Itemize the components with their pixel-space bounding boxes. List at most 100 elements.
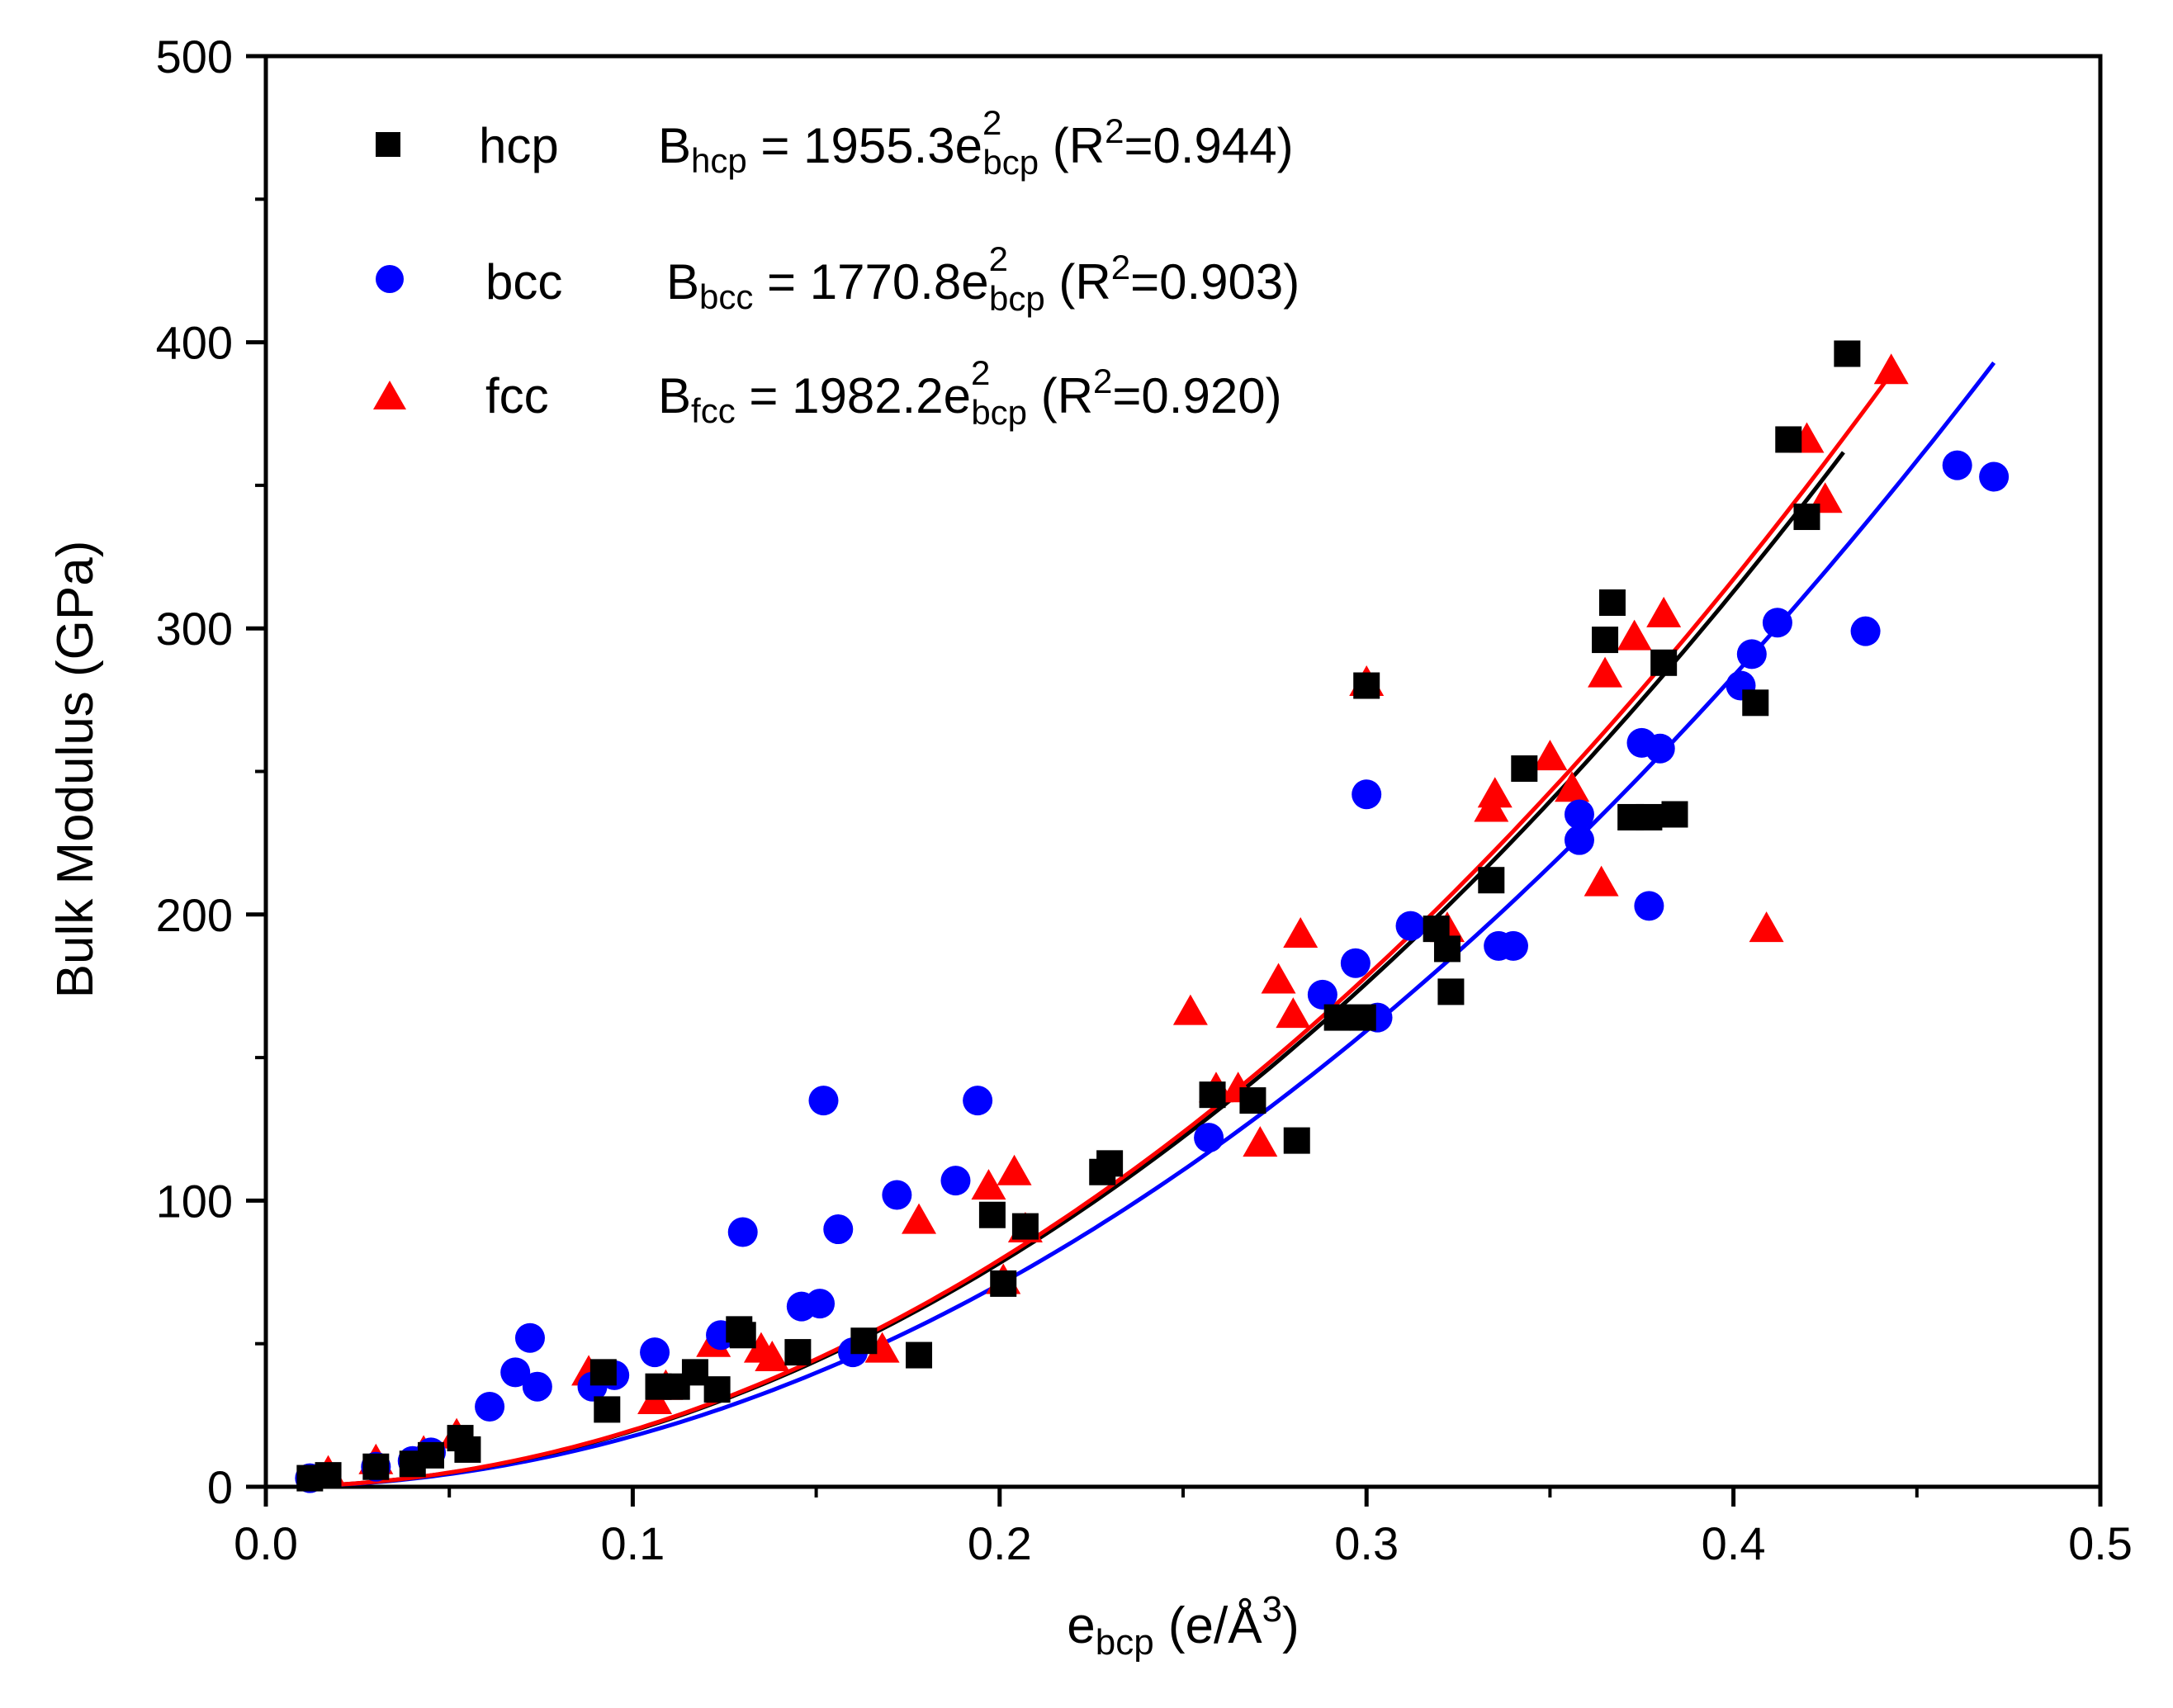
point-fcc [902, 1203, 937, 1234]
point-fcc [1261, 963, 1296, 994]
point-bcc [808, 1086, 839, 1116]
point-bcc [940, 1166, 971, 1196]
fit-curve-bcc [338, 361, 1996, 1487]
y-axis-title: Bulk Modulus (GPa) [47, 541, 104, 999]
x-axis-title: ebcp (e/Å3) [1067, 1589, 1300, 1663]
point-bcc [514, 1322, 545, 1353]
x-axis-title-unit-sup: 3 [1262, 1589, 1282, 1630]
eq-fcc-e-sup: 2 [971, 353, 990, 392]
eq-fcc-e-sub: bcp [971, 393, 1027, 432]
x-tick-label: 0.1 [600, 1517, 665, 1569]
point-bcc [475, 1391, 505, 1422]
point-bcc [640, 1337, 670, 1368]
eq-bcc-b-sub: bcc [699, 277, 753, 316]
y-tick-label: 500 [156, 31, 233, 83]
point-hcp [1433, 935, 1461, 963]
point-hcp [1834, 340, 1861, 367]
eq-fcc-r-open: (R [1027, 368, 1093, 423]
point-bcc [1634, 891, 1664, 921]
point-hcp [1283, 1127, 1310, 1154]
point-bcc [1979, 461, 2010, 492]
x-tick-label: 0.0 [234, 1517, 298, 1569]
x-tick-label: 0.5 [2068, 1517, 2133, 1569]
point-hcp [1793, 504, 1820, 531]
point-bcc [1564, 799, 1594, 830]
point-fcc [1172, 994, 1208, 1025]
eq-bcc-r-close: =0.903) [1130, 254, 1300, 310]
point-bcc [1498, 930, 1528, 961]
point-hcp [594, 1396, 621, 1423]
point-fcc [1276, 997, 1311, 1029]
point-bcc [1645, 733, 1675, 764]
legend-label-hcp: hcp [479, 118, 559, 173]
eq-hcp-e-sub: bcp [982, 143, 1039, 182]
point-fcc [1617, 619, 1652, 651]
x-tick-label: 0.4 [1702, 1517, 1766, 1569]
point-fcc [1646, 596, 1682, 627]
point-bcc [1395, 911, 1426, 941]
point-hcp [784, 1339, 812, 1366]
point-hcp [1239, 1087, 1266, 1114]
point-fcc [997, 1154, 1032, 1185]
eq-hcp-r-sup: 2 [1105, 111, 1124, 150]
point-bcc [805, 1289, 836, 1319]
point-bcc [1850, 616, 1881, 646]
point-fcc [1477, 777, 1513, 808]
point-bcc [522, 1371, 552, 1402]
x-tick-label: 0.3 [1334, 1517, 1399, 1569]
eq-hcp-mid: = 1955.3e [747, 118, 982, 173]
point-hcp [1323, 1004, 1351, 1031]
point-bcc [727, 1217, 758, 1247]
eq-hcp-b: B [658, 118, 691, 173]
point-hcp [1598, 589, 1626, 617]
legend-label-fcc: fcc [485, 368, 549, 423]
point-hcp [729, 1322, 756, 1349]
point-bcc [882, 1180, 912, 1210]
x-axis-ticks: 0.0 0.1 0.2 0.3 0.4 0.5 [234, 1487, 2133, 1569]
point-hcp [703, 1376, 731, 1403]
point-bcc [1307, 979, 1337, 1010]
point-hcp [1199, 1081, 1226, 1109]
y-tick-label: 0 [207, 1461, 233, 1513]
legend-equation-hcp: Bhcp = 1955.3e2 bcp (R2=0.944) [658, 103, 1294, 182]
point-hcp [1437, 978, 1465, 1005]
eq-bcc-r-open: (R [1045, 254, 1111, 310]
eq-hcp-e-sup: 2 [982, 103, 1001, 142]
point-bcc [1194, 1123, 1224, 1153]
eq-fcc-r-close: =0.920) [1112, 368, 1281, 423]
point-hcp [1775, 426, 1802, 453]
point-hcp [1096, 1150, 1124, 1177]
y-tick-label: 400 [156, 317, 233, 369]
point-bcc [823, 1214, 854, 1245]
eq-hcp-r-close: =0.944) [1124, 118, 1293, 173]
y-tick-label: 100 [156, 1175, 233, 1227]
point-hcp [990, 1270, 1017, 1297]
point-hcp [1353, 672, 1380, 699]
point-fcc [1283, 917, 1318, 949]
y-tick-label: 200 [156, 889, 233, 941]
point-hcp [1661, 801, 1688, 828]
point-hcp [1478, 867, 1505, 894]
point-hcp [589, 1359, 617, 1386]
point-fcc [1749, 911, 1784, 943]
fit-curve-fcc [338, 372, 1893, 1487]
eq-fcc-r-sup: 2 [1093, 362, 1112, 400]
point-hcp [417, 1441, 444, 1469]
point-hcp [1011, 1213, 1039, 1240]
point-bcc [1340, 948, 1371, 978]
point-hcp [362, 1453, 390, 1480]
eq-bcc-e-sub: bcp [989, 279, 1045, 318]
point-bcc [1564, 825, 1594, 855]
y-axis-ticks: 0 100 200 300 400 500 [156, 31, 266, 1513]
point-hcp [850, 1327, 878, 1355]
x-axis-title-unit: (e/Å [1154, 1597, 1263, 1654]
point-hcp [978, 1201, 1006, 1228]
eq-bcc-e-sup: 2 [989, 239, 1008, 278]
legend-equation-bcc: Bbcc = 1770.8e2 bcp (R2=0.903) [666, 239, 1300, 318]
y-tick-label: 300 [156, 603, 233, 655]
point-hcp [1742, 689, 1769, 717]
point-hcp [1592, 627, 1619, 654]
point-hcp [315, 1462, 342, 1489]
point-fcc [755, 1341, 790, 1372]
